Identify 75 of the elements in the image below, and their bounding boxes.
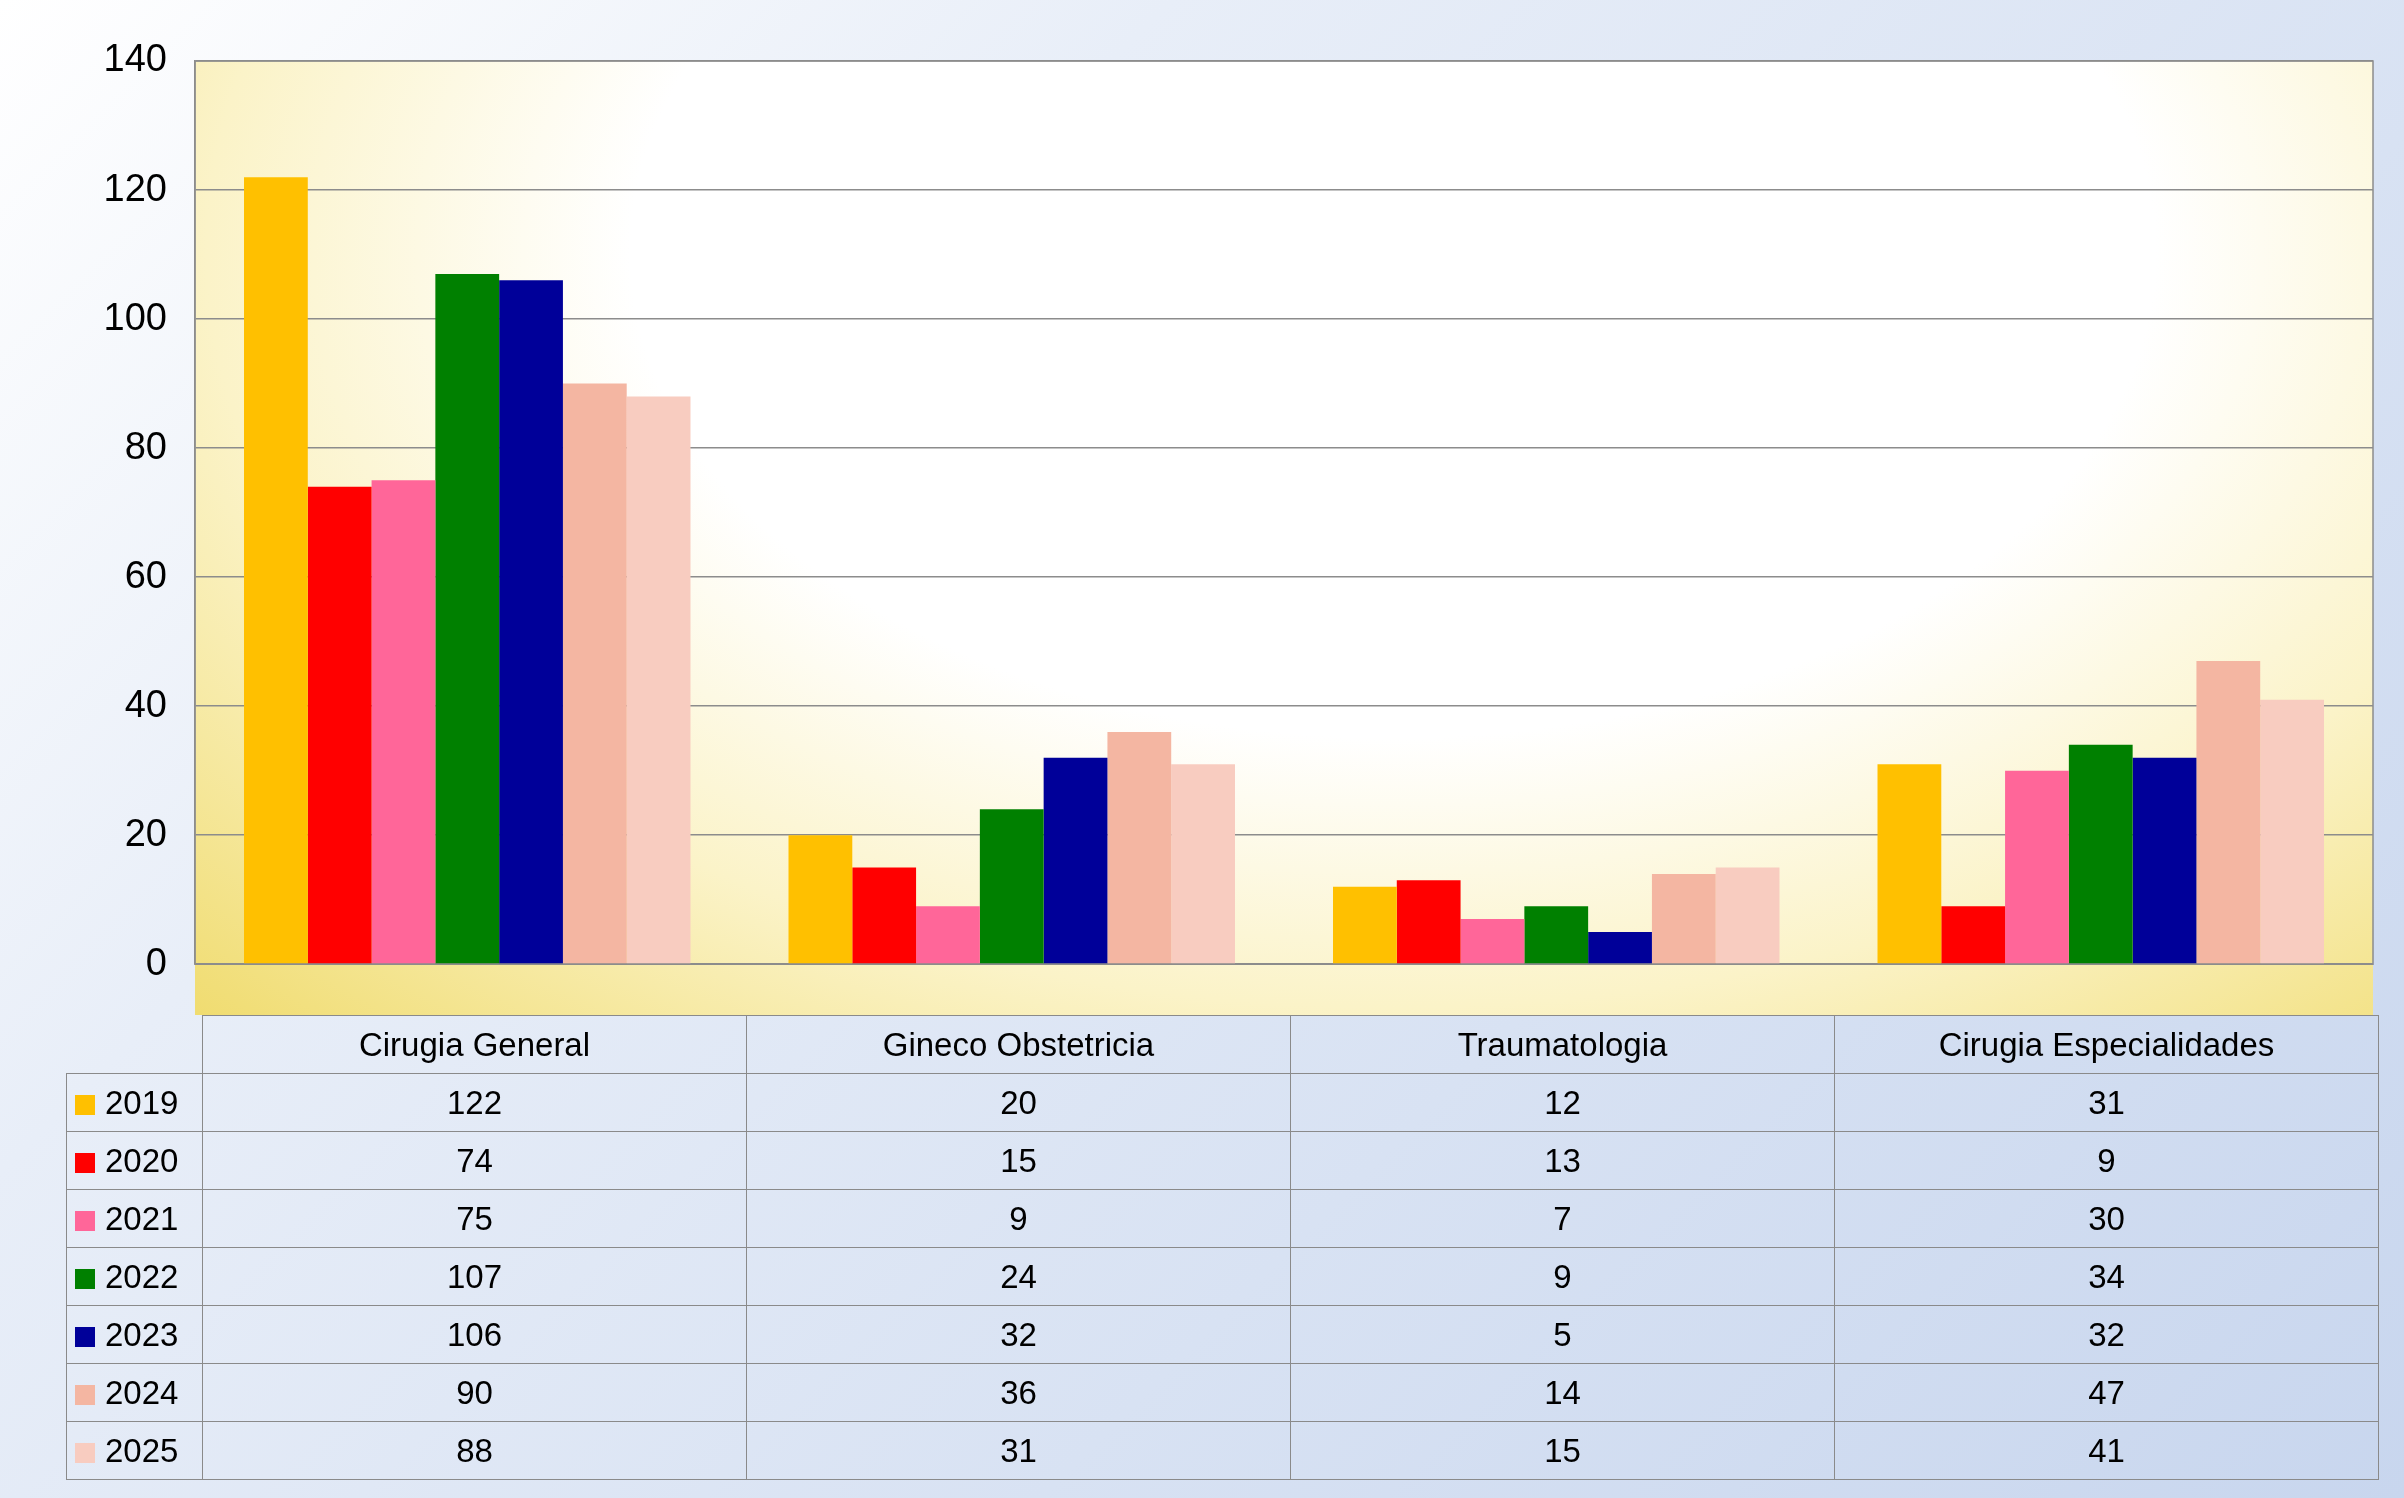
bar (1877, 764, 1942, 964)
legend-label: 2019 (66, 1073, 203, 1132)
bar (788, 835, 853, 964)
legend-label: 2024 (66, 1363, 203, 1422)
data-label: 122 (202, 1073, 747, 1132)
data-label: 13 (1290, 1131, 1835, 1190)
legend-label: 2020 (66, 1131, 203, 1190)
data-label: 15 (746, 1131, 1291, 1190)
bar (244, 177, 308, 964)
data-label: 31 (1834, 1073, 2379, 1132)
data-label: 9 (746, 1189, 1291, 1248)
bar (626, 396, 691, 964)
bar (1941, 906, 2006, 964)
bar (2260, 699, 2324, 964)
bar (562, 383, 627, 964)
bar (1460, 919, 1525, 964)
data-label: 34 (1834, 1247, 2379, 1306)
y-tick-label: 0 (145, 940, 167, 983)
data-label: 24 (746, 1247, 1291, 1306)
legend-label: 2025 (66, 1421, 203, 1480)
data-label: 41 (1834, 1421, 2379, 1480)
data-label: 9 (1290, 1247, 1835, 1306)
bar (1043, 757, 1108, 964)
bar (1107, 731, 1172, 964)
data-label: 88 (202, 1421, 747, 1480)
bar (1588, 931, 1652, 964)
bar (2132, 757, 2197, 964)
data-label: 15 (1290, 1421, 1835, 1480)
data-label: 20 (746, 1073, 1291, 1132)
data-label: 36 (746, 1363, 1291, 1422)
y-tick-label: 120 (103, 166, 167, 209)
bar (979, 809, 1044, 964)
data-label: 47 (1834, 1363, 2379, 1422)
data-label: 90 (202, 1363, 747, 1422)
bar (2068, 744, 2133, 964)
data-label: 14 (1290, 1363, 1835, 1422)
x-tick-label: Cirugia General (202, 1015, 747, 1074)
y-tick-label: 40 (124, 682, 167, 725)
bar (2196, 660, 2261, 964)
bar (1715, 867, 1780, 964)
data-label: 12 (1290, 1073, 1835, 1132)
bar (371, 480, 436, 964)
bar (916, 906, 980, 964)
data-label: 32 (1834, 1305, 2379, 1364)
data-label: 31 (746, 1421, 1291, 1480)
bar (1171, 764, 1235, 964)
data-label: 106 (202, 1305, 747, 1364)
legend-label: 2023 (66, 1305, 203, 1364)
data-label: 75 (202, 1189, 747, 1248)
bar (1333, 886, 1397, 964)
legend-label: 2022 (66, 1247, 203, 1306)
data-label: 32 (746, 1305, 1291, 1364)
x-tick-label: Gineco Obstetricia (746, 1015, 1291, 1074)
data-label: 30 (1834, 1189, 2379, 1248)
bar (1651, 873, 1716, 964)
data-label: 5 (1290, 1305, 1835, 1364)
bar (1524, 906, 1589, 964)
y-tick-label: 140 (103, 37, 167, 80)
data-label: 107 (202, 1247, 747, 1306)
bar (852, 867, 917, 964)
bar (435, 273, 500, 964)
y-tick-label: 60 (124, 553, 167, 596)
y-tick-label: 20 (124, 811, 167, 854)
data-label: 9 (1834, 1131, 2379, 1190)
y-tick-label: 100 (103, 295, 167, 338)
data-label: 74 (202, 1131, 747, 1190)
bar (499, 280, 563, 964)
bar (1396, 880, 1461, 964)
legend-label: 2021 (66, 1189, 203, 1248)
bar (307, 486, 372, 964)
y-tick-label: 80 (124, 424, 167, 467)
x-tick-label: Cirugia Especialidades (1834, 1015, 2379, 1074)
x-tick-label: Traumatologia (1290, 1015, 1835, 1074)
data-label: 7 (1290, 1189, 1835, 1248)
bar (2005, 770, 2069, 964)
